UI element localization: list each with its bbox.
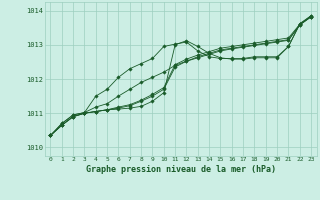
- X-axis label: Graphe pression niveau de la mer (hPa): Graphe pression niveau de la mer (hPa): [86, 165, 276, 174]
